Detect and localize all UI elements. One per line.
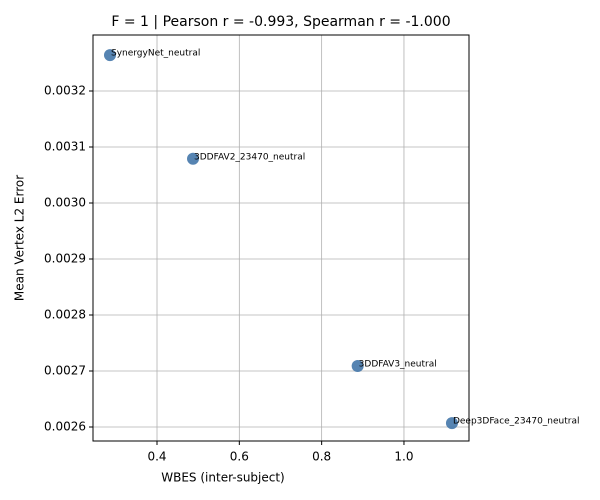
x-tick-label: 1.0: [394, 450, 413, 464]
y-tick-label: 0.0031: [44, 140, 86, 154]
y-axis-label: Mean Vertex L2 Error: [13, 175, 27, 301]
x-tick-label: 0.6: [230, 450, 249, 464]
y-tick-label: 0.0028: [44, 308, 86, 322]
y-tick-label: 0.0032: [44, 84, 86, 98]
point-label: 3DDFAV3_neutral: [359, 359, 437, 369]
chart-title: F = 1 | Pearson r = -0.993, Spearman r =…: [111, 14, 450, 30]
point-label: 3DDFAV2_23470_neutral: [194, 152, 305, 162]
x-tick-label: 0.4: [147, 450, 166, 464]
point: [351, 359, 364, 372]
point-label: Deep3DFace_23470_neutral: [453, 417, 580, 427]
y-tick-label: 0.0027: [44, 364, 86, 378]
plot-frame: [92, 34, 470, 442]
x-axis-label: WBES (inter-subject): [161, 471, 285, 485]
point: [103, 49, 116, 62]
y-tick-label: 0.0030: [44, 196, 86, 210]
point-label: SynergyNet_neutral: [111, 49, 200, 59]
point: [187, 152, 200, 165]
y-tick-label: 0.0029: [44, 252, 86, 266]
y-tick-label: 0.0026: [44, 420, 86, 434]
x-tick-label: 0.8: [312, 450, 331, 464]
point: [445, 417, 458, 430]
